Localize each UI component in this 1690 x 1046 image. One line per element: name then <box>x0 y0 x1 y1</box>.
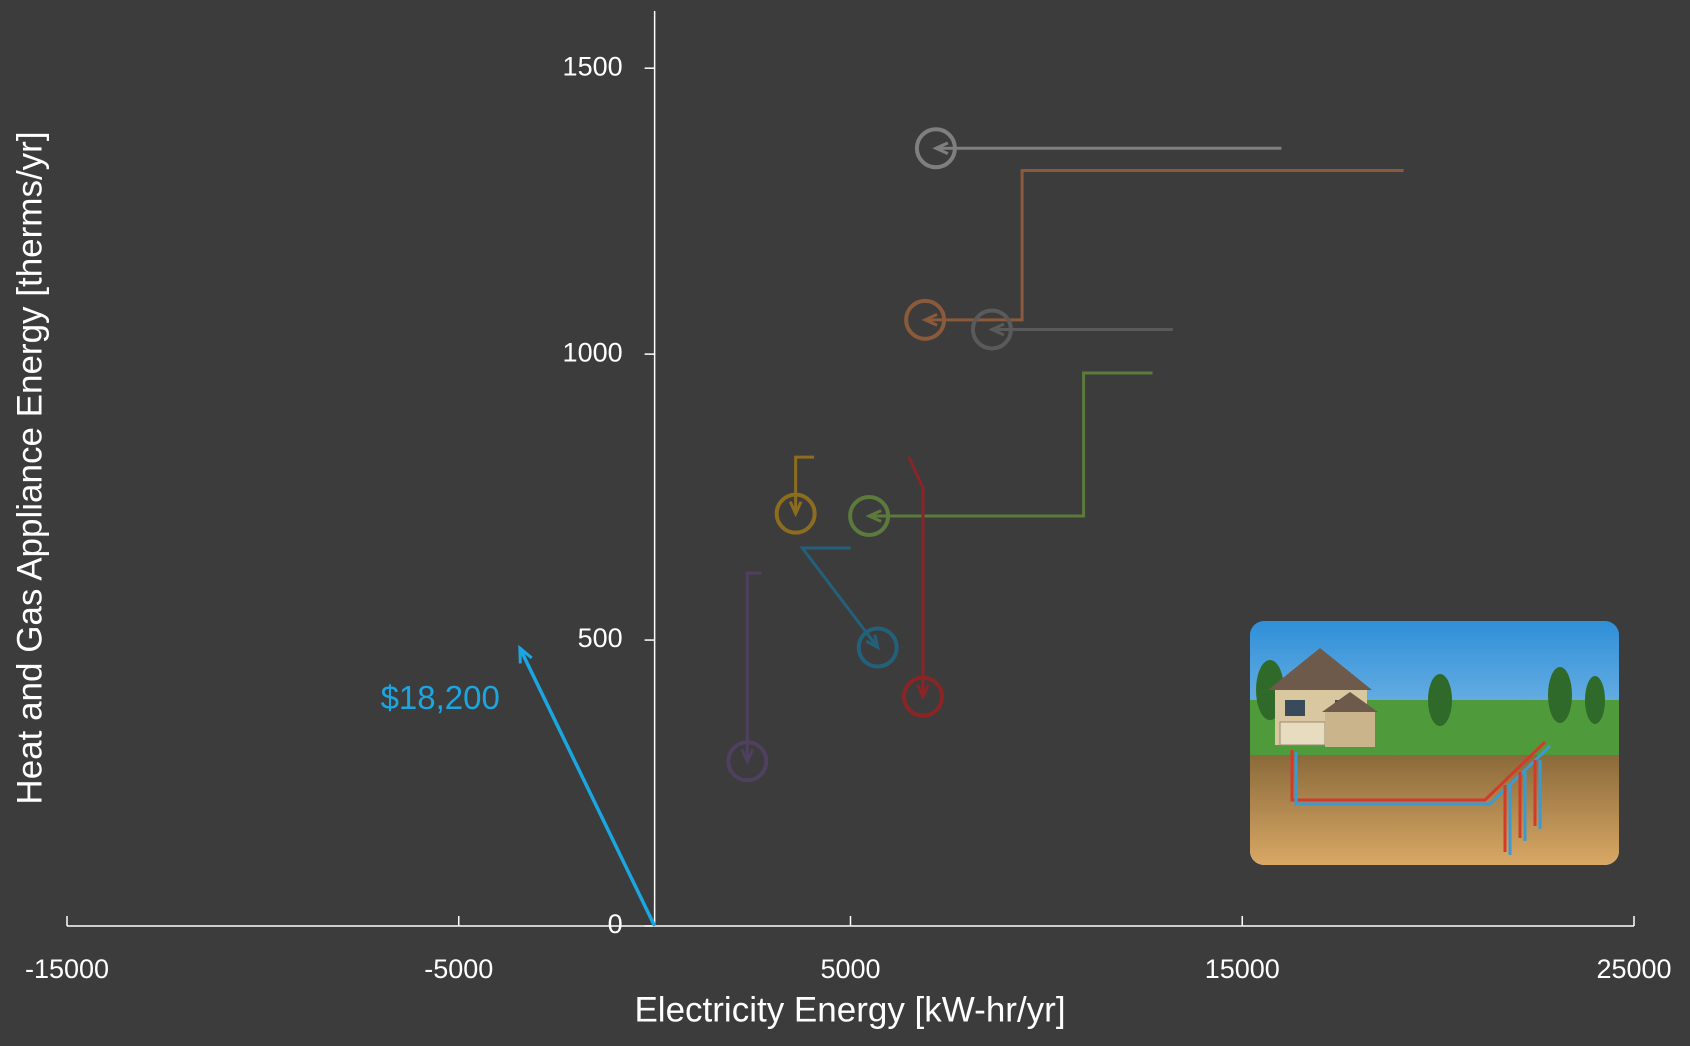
arrow-head <box>932 141 949 156</box>
series-line <box>925 169 1404 322</box>
series-line <box>745 571 762 762</box>
end-point <box>856 626 899 669</box>
arrow-head <box>921 313 938 327</box>
y-tick-label: 0 <box>608 909 623 939</box>
series-line <box>869 371 1153 518</box>
y-tick-label: 500 <box>578 623 623 653</box>
arrow-head <box>788 501 803 518</box>
y-axis-title: Heat and Gas Appliance Energy [therms/yr… <box>10 131 49 804</box>
end-point <box>901 675 944 718</box>
x-tick-label: -5000 <box>424 954 493 984</box>
y-tick-label: 1000 <box>563 337 623 367</box>
vector-arrow <box>518 647 657 927</box>
house-illustration <box>1250 621 1619 865</box>
end-point <box>904 298 947 341</box>
end-point <box>970 308 1013 351</box>
arrow-head <box>865 634 880 651</box>
arrow-head <box>740 748 755 765</box>
arrow-head <box>865 509 882 523</box>
series-line <box>799 546 879 649</box>
x-tick-label: 15000 <box>1205 954 1280 984</box>
end-point <box>914 127 957 170</box>
end-point <box>726 740 769 783</box>
series-line <box>907 456 925 697</box>
x-axis-title: Electricity Energy [kW-hr/yr] <box>634 990 1065 1029</box>
x-tick-label: 5000 <box>820 954 880 984</box>
x-tick-label: -15000 <box>25 954 109 984</box>
arrow-head <box>988 322 1005 337</box>
arrow-head <box>916 684 930 701</box>
vector-label: $18,200 <box>381 679 500 716</box>
end-point <box>774 492 817 535</box>
x-tick-label: 25000 <box>1596 954 1671 984</box>
end-point <box>848 494 891 537</box>
vector-arrow-head <box>518 644 533 664</box>
y-tick-label: 1500 <box>563 51 623 81</box>
